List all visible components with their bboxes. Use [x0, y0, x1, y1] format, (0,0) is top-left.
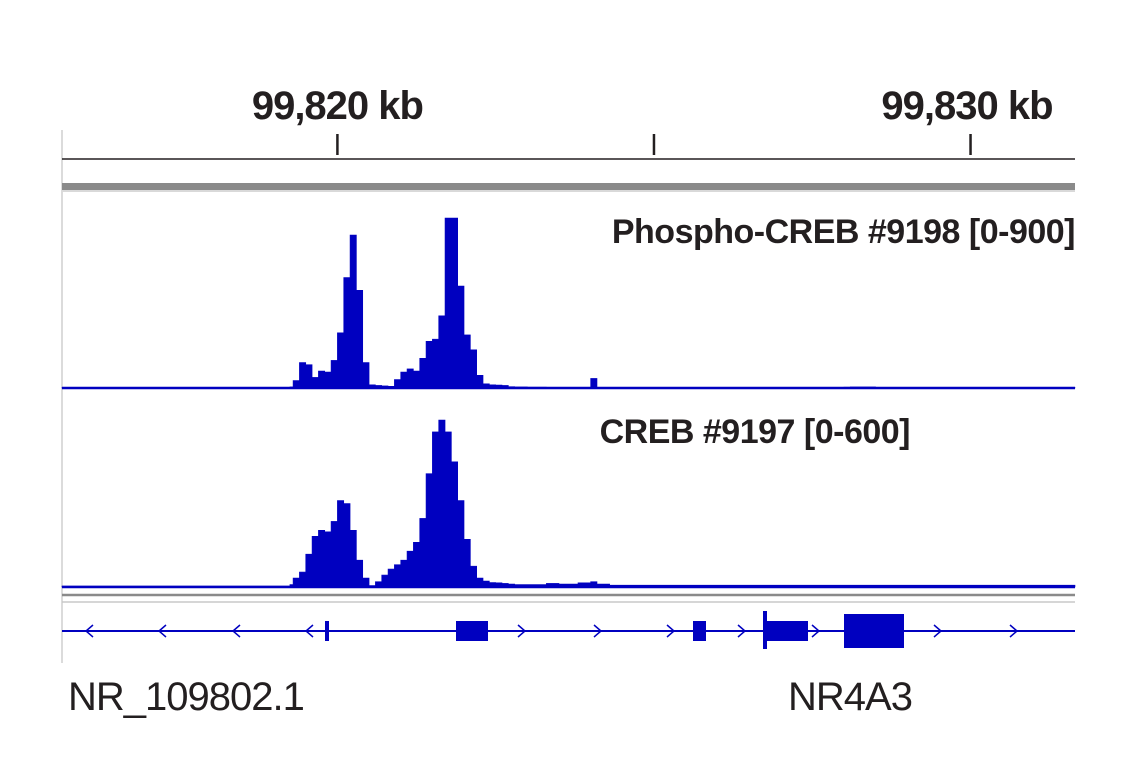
- ruler-ticks: [336, 134, 972, 155]
- nr4a3-exon-4: [844, 614, 904, 648]
- ruler-track-divider-shadow: [62, 190, 1075, 192]
- plus-strand-arrow-icon: [517, 624, 527, 638]
- minus-strand-arrow-icon: [231, 624, 241, 638]
- minus-strand-arrow-icon: [84, 624, 94, 638]
- nr4a3-exon-1: [456, 621, 488, 641]
- refseq-gene-track: [62, 611, 1075, 649]
- nr4a3-exon-2: [693, 621, 706, 641]
- minus-strand-arrow-icon: [304, 624, 314, 638]
- phospho-creb-signal-area: [61, 217, 1076, 389]
- creb-track-label: CREB #9197 [0-600]: [600, 413, 910, 451]
- ruler-track-divider: [62, 183, 1075, 190]
- plus-strand-arrow-icon: [811, 624, 821, 638]
- plus-strand-arrow-icon: [1009, 624, 1019, 638]
- plus-strand-arrow-icon: [933, 624, 943, 638]
- phospho-creb-track-label: Phospho-CREB #9198 [0-900]: [612, 213, 1075, 251]
- ruler-coordinate-label: 99,830 kb: [881, 84, 1052, 128]
- plus-strand-arrow-icon: [666, 624, 676, 638]
- ruler-coordinate-label: 99,820 kb: [252, 84, 423, 128]
- creb-signal-area: [61, 419, 1076, 588]
- gene-label-nr4a3: NR4A3: [788, 675, 912, 719]
- nr-109802-exon: [325, 621, 329, 641]
- nr4a3-exon-3: [763, 621, 808, 641]
- minus-strand-arrow-icon: [157, 624, 167, 638]
- gene-label-nr-109802: NR_109802.1: [68, 675, 304, 719]
- plus-strand-arrow-icon: [593, 624, 603, 638]
- plus-strand-arrow-icon: [737, 624, 747, 638]
